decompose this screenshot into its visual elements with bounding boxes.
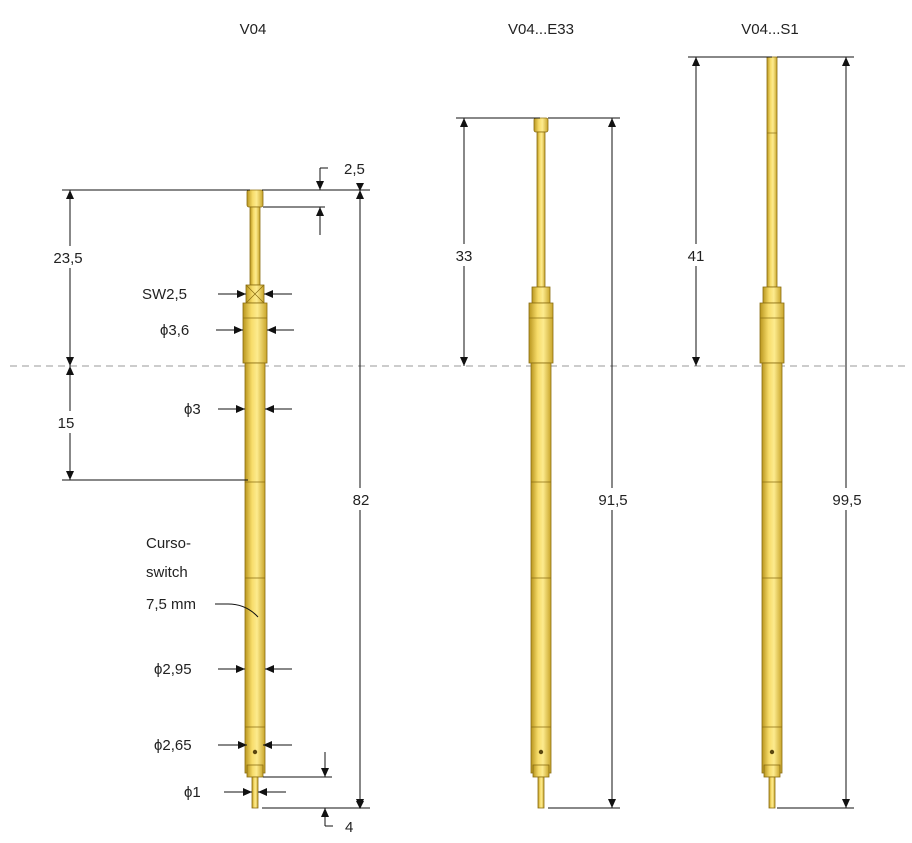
callout-stroke-3: 7,5 mm xyxy=(146,596,196,613)
lower-v04: 15 xyxy=(58,415,75,432)
upper-v04-e33: 33 xyxy=(456,248,473,265)
hex-section xyxy=(531,286,551,304)
tail-pin xyxy=(537,776,545,809)
callout-d1: ϕ1 xyxy=(184,784,201,801)
length-v04-s1: 99,5 xyxy=(832,492,861,509)
callout-d36: ϕ3,6 xyxy=(160,322,189,339)
plunger-shaft xyxy=(249,206,261,286)
callout-d265: ϕ2,65 xyxy=(154,737,192,754)
plunger-head xyxy=(533,117,549,133)
upper-v04-s1: 41 xyxy=(688,248,705,265)
barrel xyxy=(761,362,783,774)
tail-pin xyxy=(768,776,776,809)
hex-section xyxy=(762,286,782,304)
tail-pin xyxy=(251,776,259,809)
callout-stroke-2: switch xyxy=(146,564,188,581)
tail-v04: 4 xyxy=(345,819,353,836)
plunger-shaft xyxy=(766,56,778,288)
collar xyxy=(242,302,268,364)
barrel xyxy=(244,362,266,774)
probe-v04: V04 82 23,5 xyxy=(45,21,376,836)
collar xyxy=(759,302,785,364)
barrel-end xyxy=(532,764,550,778)
length-v04: 82 xyxy=(353,492,370,509)
callout-sw: SW2,5 xyxy=(142,286,187,303)
callout-stroke-1: Curso- xyxy=(146,535,191,552)
barrel xyxy=(530,362,552,774)
callout-d3: ϕ3 xyxy=(184,401,201,418)
collar xyxy=(528,302,554,364)
plunger-head xyxy=(246,189,264,208)
length-v04-e33: 91,5 xyxy=(598,492,627,509)
title-v04: V04 xyxy=(240,21,267,38)
upper-v04: 23,5 xyxy=(53,250,82,267)
probe-v04-s1: V04...S1 41 99,5 xyxy=(679,21,871,809)
barrel-end xyxy=(246,764,264,778)
head-v04: 2,5 xyxy=(344,161,365,178)
barrel-end xyxy=(763,764,781,778)
title-v04-s1: V04...S1 xyxy=(741,21,799,38)
probe-v04-e33: V04...E33 33 91,5 xyxy=(447,21,636,809)
plunger-shaft xyxy=(536,131,546,288)
callout-d295: ϕ2,95 xyxy=(154,661,192,678)
title-v04-e33: V04...E33 xyxy=(508,21,574,38)
